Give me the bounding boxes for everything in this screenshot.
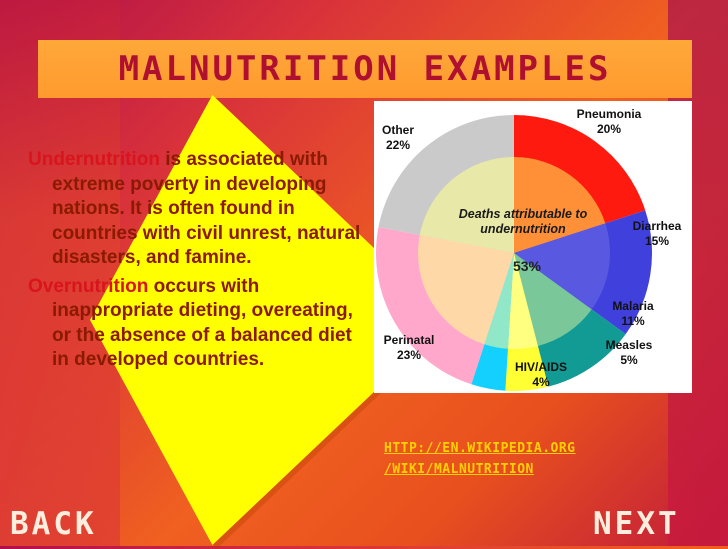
paragraph-undernutrition: Undernutrition is associated with extrem…	[28, 148, 368, 271]
pie-chart	[376, 115, 652, 391]
chart-panel: Pneumonia 20% Diarrhea 15% Malaria 11% Meas…	[374, 101, 692, 393]
page-title: MALNUTRITION EXAMPLES	[118, 49, 612, 89]
center-label: Deaths attributable to undernutrition	[458, 207, 588, 236]
source-link-line2[interactable]: /WIKI/MALNUTRITION	[384, 462, 534, 477]
label-diarrhea: Diarrhea 15%	[632, 219, 682, 248]
label-measles: Measles 5%	[605, 338, 653, 367]
keyword-overnutrition: Overnutrition	[28, 275, 149, 297]
center-value: 53%	[512, 258, 542, 274]
source-link[interactable]: HTTP://EN.WIKIPEDIA.ORG /WIKI/MALNUTRITI…	[384, 438, 576, 480]
body-text: Undernutrition is associated with extrem…	[28, 148, 368, 377]
paragraph-overnutrition-text: occurs with inappropriate dieting, overe…	[52, 275, 353, 371]
label-hiv-aids: HIV/AIDS 4%	[514, 360, 567, 389]
label-malaria: Malaria 11%	[612, 299, 654, 328]
keyword-undernutrition: Undernutrition	[28, 149, 160, 170]
paragraph-undernutrition-text: is associated with extreme poverty in de…	[52, 149, 361, 268]
pie-inner-slice-malaria	[514, 253, 592, 346]
pie-inner-slice-other	[419, 157, 514, 253]
pie-inner-slice-measles	[507, 253, 538, 349]
label-perinatal: Perinatal 23%	[383, 333, 435, 362]
pie-inner-slice-pneumonia	[514, 157, 606, 253]
pie-inner-slice-hiv-aids	[484, 253, 514, 349]
back-button[interactable]: BACK	[10, 506, 97, 542]
label-other: Other 22%	[381, 123, 414, 152]
label-pneumonia: Pneumonia 20%	[576, 107, 642, 136]
paragraph-overnutrition: Overnutrition occurs with inappropriate …	[28, 275, 368, 373]
next-button[interactable]: NEXT	[593, 506, 680, 542]
title-bar: MALNUTRITION EXAMPLES	[38, 40, 692, 98]
source-link-line1[interactable]: HTTP://EN.WIKIPEDIA.ORG	[384, 441, 576, 456]
pie-inner-slice-perinatal	[418, 235, 514, 345]
pie-inner-slice-diarrhea	[514, 223, 610, 310]
